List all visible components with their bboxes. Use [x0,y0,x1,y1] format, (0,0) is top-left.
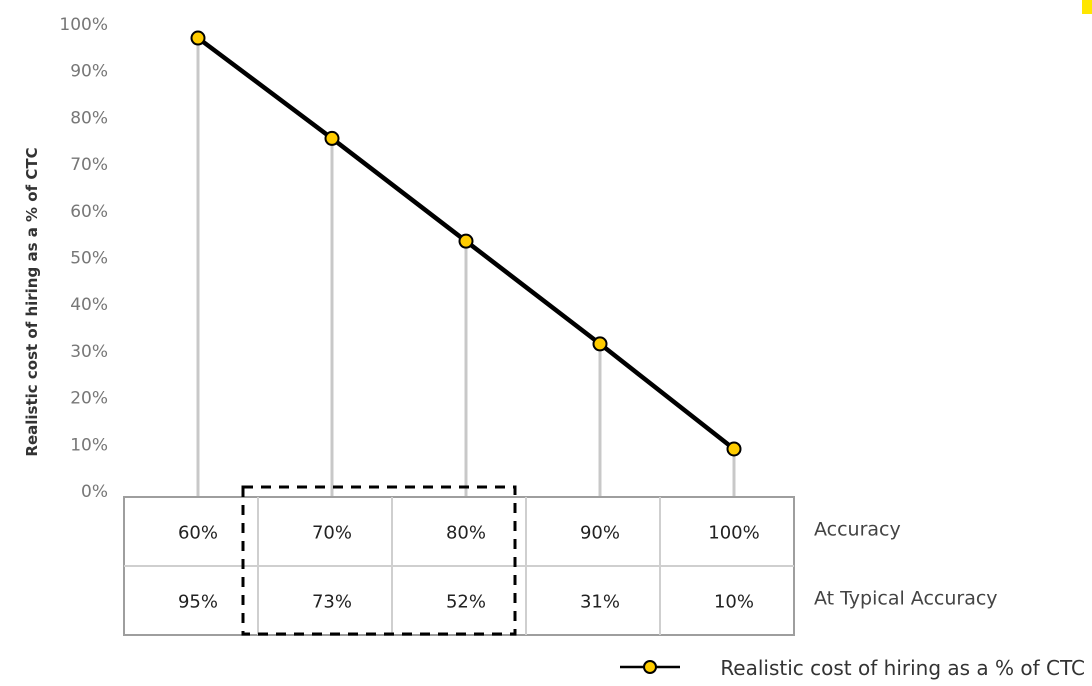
data-point [324,130,340,146]
corner-accent [1082,0,1092,14]
table-cell: 31% [580,592,620,613]
y-tick-label: 100% [59,15,108,35]
table-cell: 80% [446,523,486,544]
y-tick-label: 30% [70,342,108,362]
legend-marker-icon [643,660,657,674]
data-point [592,336,608,352]
table-cell: 100% [708,523,759,544]
data-point [190,30,206,46]
y-tick-label: 50% [70,249,108,269]
legend-label: Realistic cost of hiring as a % of CTC [720,656,1085,680]
y-tick-label: 80% [70,108,108,128]
table-cell: 52% [446,592,486,613]
table-cell: 90% [580,523,620,544]
y-tick-label: 70% [70,155,108,175]
y-tick-label: 10% [70,435,108,455]
table-cell: 95% [178,592,218,613]
table-cell: 70% [312,523,352,544]
drop-lines [196,38,736,497]
data-point [458,233,474,249]
legend: Realistic cost of hiring as a % of CTC [620,656,1085,680]
data-table: 60% 70% 80% 90% 100% Accuracy 95% 73% 52% 31% 10% A… [123,496,998,636]
y-tick-label: 60% [70,202,108,222]
table-cell: 60% [178,523,218,544]
y-axis-label: Realistic cost of hiring as a % of CTC [23,147,41,456]
series-line-group [190,30,742,457]
y-axis: 0% 10% 20% 30% 40% 50% 60% 70% 80% 90% 100% [59,15,108,502]
y-tick-label: 40% [70,295,108,315]
table-cell: 10% [714,592,754,613]
table-row-label: At Typical Accuracy [814,588,998,610]
y-tick-label: 90% [70,62,108,82]
highlight-box [241,485,517,636]
table-cell: 73% [312,592,352,613]
data-point [726,441,742,457]
y-tick-label: 0% [81,482,108,502]
y-tick-label: 20% [70,389,108,409]
table-row-label: Accuracy [814,519,901,541]
